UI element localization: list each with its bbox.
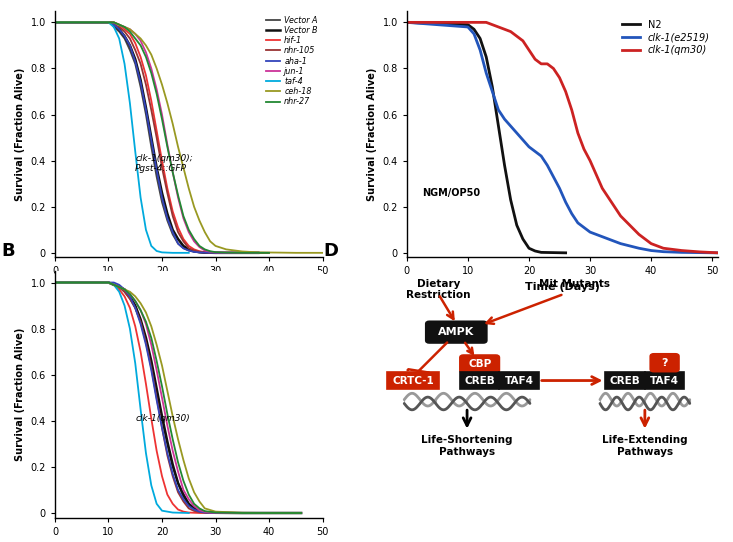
- Text: D: D: [323, 242, 339, 260]
- Legend: Vector A, Vector B, hif-1, nhr-105, aha-1, jun-1, taf-4, ceh-18, nhr-27: Vector A, Vector B, hif-1, nhr-105, aha-…: [262, 12, 321, 109]
- FancyBboxPatch shape: [426, 321, 487, 343]
- FancyBboxPatch shape: [645, 372, 685, 390]
- Text: CREB: CREB: [610, 376, 641, 385]
- FancyBboxPatch shape: [499, 372, 539, 390]
- Text: Life-Shortening
Pathways: Life-Shortening Pathways: [421, 435, 513, 457]
- Text: CBP: CBP: [468, 359, 491, 369]
- FancyBboxPatch shape: [387, 372, 439, 390]
- Text: CRTC-1: CRTC-1: [392, 376, 434, 385]
- Y-axis label: Survival (Fraction Alive): Survival (Fraction Alive): [15, 327, 25, 461]
- Text: clk-1(qm30);
Pgst-4::GFP: clk-1(qm30); Pgst-4::GFP: [135, 154, 193, 173]
- FancyBboxPatch shape: [605, 372, 645, 390]
- Y-axis label: Survival (Fraction Alive): Survival (Fraction Alive): [15, 67, 25, 201]
- Text: B: B: [1, 242, 15, 260]
- X-axis label: Time (Days): Time (Days): [525, 282, 600, 292]
- Text: ?: ?: [661, 358, 668, 367]
- Text: NGM/OP50: NGM/OP50: [422, 189, 481, 198]
- Text: Mit Mutants: Mit Mutants: [539, 279, 611, 289]
- Legend: N2, clk-1(e2519), clk-1(qm30): N2, clk-1(e2519), clk-1(qm30): [619, 16, 713, 59]
- Text: Life-Extending
Pathways: Life-Extending Pathways: [602, 435, 688, 457]
- Text: AMPK: AMPK: [438, 327, 474, 337]
- FancyBboxPatch shape: [650, 354, 679, 372]
- FancyBboxPatch shape: [460, 372, 499, 390]
- Text: Dietary
Restriction: Dietary Restriction: [406, 279, 471, 300]
- Text: CREB: CREB: [464, 376, 495, 385]
- Text: TAF4: TAF4: [650, 376, 679, 385]
- Text: TAF4: TAF4: [504, 376, 534, 385]
- Text: clk-1(qm30): clk-1(qm30): [135, 414, 190, 423]
- Y-axis label: Survival (Fraction Alive): Survival (Fraction Alive): [366, 67, 377, 201]
- FancyBboxPatch shape: [460, 355, 499, 373]
